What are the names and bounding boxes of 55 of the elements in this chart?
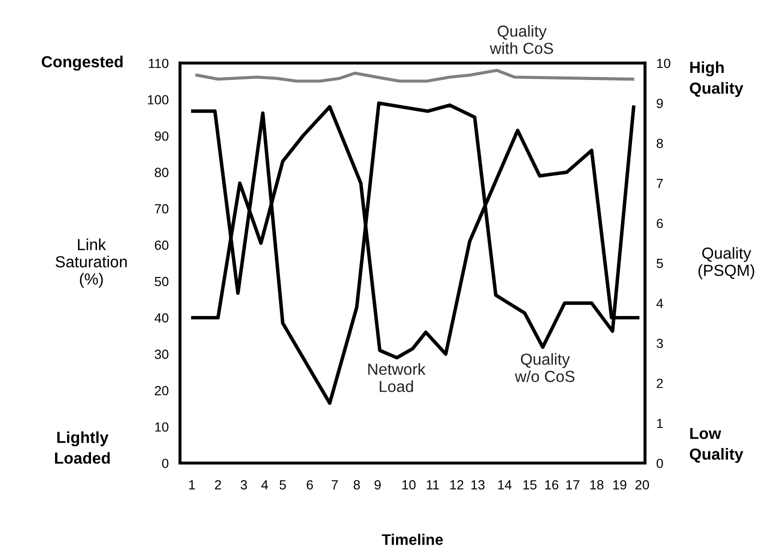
x-axis-title: Timeline: [382, 534, 443, 545]
y2-tick-label: 1: [657, 418, 663, 428]
x-tick-label: 15: [523, 480, 537, 490]
y-tick-label: 100: [148, 95, 168, 104]
y2-tick-label: 9: [656, 98, 663, 108]
x-tick-label: 11: [426, 480, 439, 490]
series-label: Quality w/o CoS: [514, 353, 574, 382]
y-tick-label: 110: [148, 58, 168, 68]
y-tick-label: 60: [154, 240, 168, 250]
line-series: [195, 68, 634, 83]
x-tick-label: 10: [402, 480, 416, 490]
y2-tick-label: 3: [656, 338, 663, 348]
y2-tick-label: 7: [656, 178, 663, 188]
series-label: Network Load: [368, 363, 426, 392]
y2-tick-label: 2: [656, 378, 663, 388]
line-series: [191, 101, 636, 405]
x-tick-label: 9: [374, 480, 381, 490]
y-axis-title: Link Saturation (%): [56, 238, 127, 288]
text: Low Quality: [690, 428, 744, 463]
x-tick-label: 13: [471, 480, 485, 490]
x-tick-label: 16: [545, 480, 558, 490]
y2-tick-label: 4: [656, 298, 664, 308]
y-tick-label: 10: [155, 422, 168, 432]
text: High Quality: [690, 61, 744, 97]
x-tick-label: 17: [566, 480, 580, 490]
y-tick-label: 50: [154, 276, 168, 286]
x-tick-label: 5: [280, 480, 286, 490]
y2-tick-label: 6: [656, 218, 663, 228]
x-tick-label: 2: [214, 480, 221, 490]
x-tick-label: 19: [613, 480, 626, 490]
y-tick-label: 90: [154, 131, 168, 141]
y2-tick-label: 0: [656, 458, 663, 468]
x-tick-label: 18: [590, 480, 604, 490]
x-tick-label: 12: [450, 480, 464, 490]
y2-axis-title: Quality (PSQM): [698, 247, 754, 280]
y-tick-label: 30: [154, 350, 168, 359]
x-tick-label: 14: [498, 480, 512, 490]
x-tick-label: 6: [306, 480, 313, 490]
x-tick-label: 1: [189, 480, 195, 490]
y-tick-label: 80: [154, 168, 168, 178]
y-tick-label: 0: [162, 458, 168, 468]
text: Lightly Loaded: [55, 431, 110, 464]
x-tick-label: 3: [240, 480, 247, 490]
y2-tick-label: 8: [656, 138, 663, 148]
text: Congested: [42, 56, 123, 71]
series-label: Quality with CoS: [490, 25, 554, 54]
x-tick-label: 7: [332, 480, 338, 490]
x-tick-label: 4: [261, 480, 268, 490]
y-tick-label: 40: [154, 313, 168, 323]
x-tick-label: 20: [636, 480, 649, 490]
y-tick-label: 70: [154, 204, 168, 214]
x-tick-label: 8: [354, 480, 360, 490]
y2-tick-label: 10: [657, 58, 670, 68]
y-tick-label: 20: [154, 386, 168, 396]
y2-tick-label: 5: [656, 258, 663, 268]
